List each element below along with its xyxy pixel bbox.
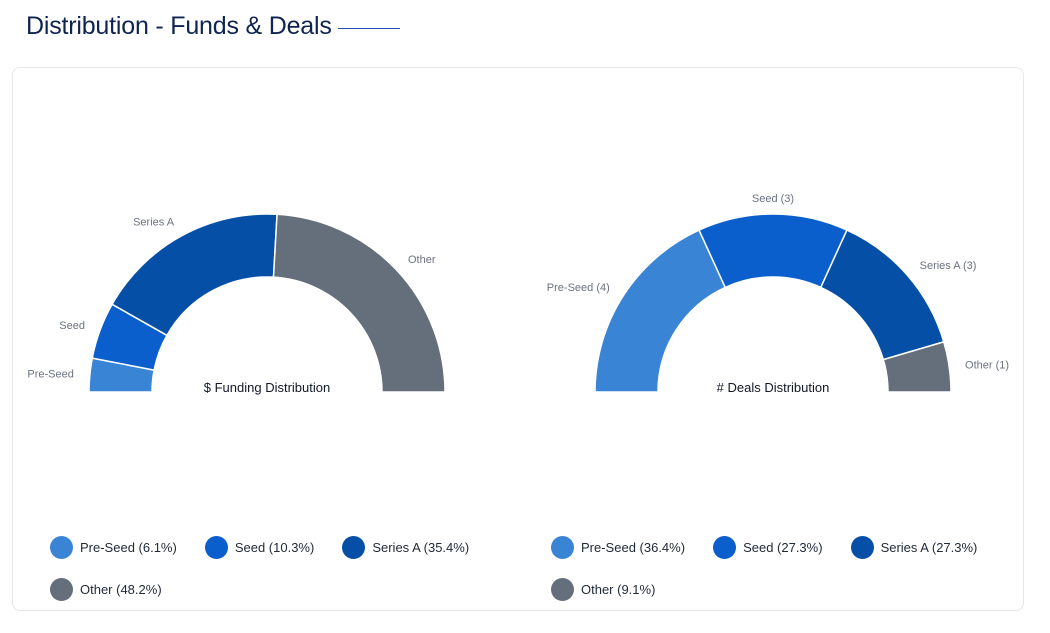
legend-swatch <box>204 535 228 559</box>
deals-legend-item-other[interactable]: Other (9.1%) <box>551 577 655 601</box>
legend-label: Seed (10.3%) <box>234 539 315 555</box>
deals-legend-item-pre-seed[interactable]: Pre-Seed (36.4%) <box>551 535 685 559</box>
deals-legend-item-series-a[interactable]: Series A (27.3%) <box>850 535 978 559</box>
legend-swatch <box>50 535 73 559</box>
funding-slice-label-pre-seed: Pre-Seed <box>27 368 73 380</box>
funding-legend-item-other[interactable]: Other (48.2%) <box>50 577 162 601</box>
deals-distribution-chart: Pre-Seed (4) Seed (3) Series A (3) Other (1… <box>547 193 1009 395</box>
deals-legend-item-seed[interactable]: Seed (27.3%) <box>713 535 823 559</box>
page-title: Distribution - Funds & Deals <box>26 12 332 40</box>
legend-swatch <box>551 577 574 601</box>
funding-slice-label-series-a: Series A <box>133 217 175 229</box>
deals-slice-label-other: Other (1) <box>965 359 1009 371</box>
deals-slice-label-pre-seed: Pre-Seed (4) <box>547 282 610 294</box>
legend-swatch <box>50 577 73 601</box>
funding-legend-item-series-a[interactable]: Series A (35.4%) <box>342 535 469 559</box>
legend-swatch <box>342 535 366 559</box>
deals-slice-other[interactable] <box>882 340 952 393</box>
legend-label: Seed (27.3%) <box>743 539 823 555</box>
legend-label: Series A (35.4%) <box>372 539 470 555</box>
deals-slice-label-seed: Seed (3) <box>752 193 794 205</box>
deals-slice-pre-seed[interactable] <box>594 229 727 393</box>
legend-swatch <box>551 535 574 559</box>
legend-label: Other (9.1%) <box>581 581 656 597</box>
deals-slice-seed[interactable] <box>698 213 848 289</box>
funding-legend-item-pre-seed[interactable]: Pre-Seed (6.1%) <box>50 535 177 559</box>
legend-label: Series A (27.3%) <box>880 539 978 555</box>
deals-center-title: # Deals Distribution <box>717 380 830 395</box>
funding-slice-label-other: Other <box>408 254 436 266</box>
deals-slice-label-series-a: Series A (3) <box>920 260 977 272</box>
distribution-card: Pre-Seed Seed Series A Other $ Funding Distr… <box>12 67 1024 611</box>
legend-label: Other (48.2%) <box>80 581 162 597</box>
funding-slice-other[interactable] <box>272 213 446 393</box>
funding-slice-label-seed: Seed <box>59 320 85 332</box>
funding-center-title: $ Funding Distribution <box>204 380 330 395</box>
deals-legend: Pre-Seed (36.4%) Seed (27.3%) Series A (27… <box>551 535 1021 601</box>
legend-swatch <box>713 535 737 559</box>
legend-label: Pre-Seed (36.4%) <box>581 539 686 555</box>
funding-legend: Pre-Seed (6.1%) Seed (10.3%) Series A (35.… <box>50 535 520 601</box>
funding-legend-item-seed[interactable]: Seed (10.3%) <box>204 535 315 559</box>
page-title-wrap: Distribution - Funds & Deals <box>26 12 400 41</box>
title-underline-rule <box>337 27 400 29</box>
legend-label: Pre-Seed (6.1%) <box>80 539 177 555</box>
deals-slice-series-a[interactable] <box>819 229 945 361</box>
funding-distribution-chart: Pre-Seed Seed Series A Other $ Funding Distr… <box>27 213 446 395</box>
legend-swatch <box>850 535 874 559</box>
